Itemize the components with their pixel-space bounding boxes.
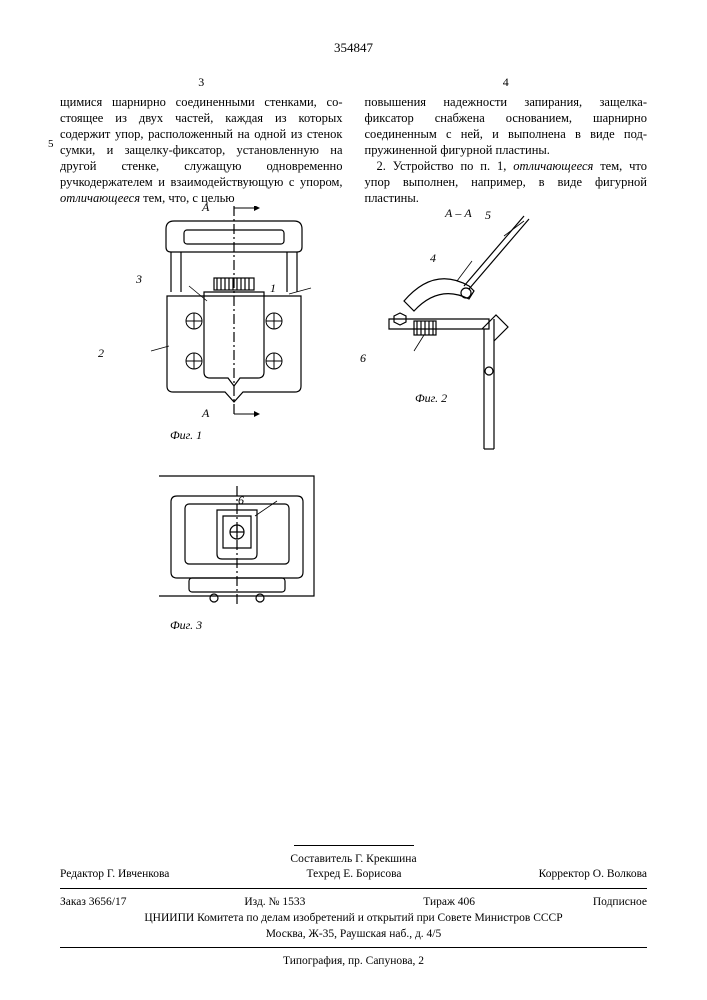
footer-credits: Редактор Г. Ивченкова Техред Е. Борисова… <box>60 867 647 882</box>
section-label: А – А <box>445 206 472 221</box>
column-right-number: 4 <box>365 75 648 90</box>
footer-subscr: Подписное <box>593 895 647 910</box>
footer: Составитель Г. Крекшина Редактор Г. Ивче… <box>60 835 647 970</box>
fig3-group <box>159 476 314 606</box>
figures: А – А А А 1 2 3 4 5 6 6 Фиг. 1 Фиг. 2 Фи… <box>60 206 647 686</box>
callout-1: 1 <box>270 281 276 296</box>
callout-A-bottom: А <box>202 406 209 421</box>
footer-compiler: Составитель Г. Крекшина <box>60 852 647 867</box>
footer-order: Заказ 3656/17 <box>60 895 127 910</box>
page: 354847 3 5 щимися шарнирно соединенными … <box>0 0 707 1000</box>
footer-rule-1 <box>60 888 647 889</box>
callout-6b: 6 <box>238 493 244 508</box>
footer-techred: Техред Е. Борисова <box>307 867 402 882</box>
callout-A-top: А <box>202 200 209 215</box>
fig3-label: Фиг. 3 <box>170 618 202 633</box>
column-left-text: щимися шарнирно соединенными стенками, с… <box>60 94 343 206</box>
column-left-number: 3 <box>60 75 343 90</box>
footer-editor: Редактор Г. Ивченкова <box>60 867 169 882</box>
text-columns: 3 5 щимися шарнирно соединенными стенкам… <box>60 75 647 206</box>
footer-tirazh: Тираж 406 <box>423 895 475 910</box>
line-marker-5: 5 <box>48 137 54 151</box>
fig1-label: Фиг. 1 <box>170 428 202 443</box>
fig2-label: Фиг. 2 <box>415 391 447 406</box>
footer-rule-top <box>294 845 414 846</box>
footer-rule-2 <box>60 947 647 948</box>
footer-izd: Изд. № 1533 <box>244 895 305 910</box>
patent-number: 354847 <box>60 40 647 57</box>
fig1-group <box>151 206 311 417</box>
column-left: 3 5 щимися шарнирно соединенными стенкам… <box>60 75 343 206</box>
column-right: 4 повышения надежности запирания, защелк… <box>365 75 648 206</box>
column-right-text-2: 2. Устройство по п. 1, отличающееся тем,… <box>365 158 648 206</box>
fig2-group <box>389 216 529 449</box>
footer-imprint: Заказ 3656/17 Изд. № 1533 Тираж 406 Подп… <box>60 895 647 910</box>
callout-6a: 6 <box>360 351 366 366</box>
column-right-text-1: повышения надежности запирания, защелка-… <box>365 94 648 158</box>
footer-typo: Типография, пр. Сапунова, 2 <box>60 954 647 969</box>
footer-corrector: Корректор О. Волкова <box>539 867 647 882</box>
footer-org1: ЦНИИПИ Комитета по делам изобретений и о… <box>60 911 647 926</box>
callout-2: 2 <box>98 346 104 361</box>
footer-org2: Москва, Ж-35, Раушская наб., д. 4/5 <box>60 927 647 942</box>
callout-4: 4 <box>430 251 436 266</box>
callout-5: 5 <box>485 208 491 223</box>
callout-3: 3 <box>136 272 142 287</box>
